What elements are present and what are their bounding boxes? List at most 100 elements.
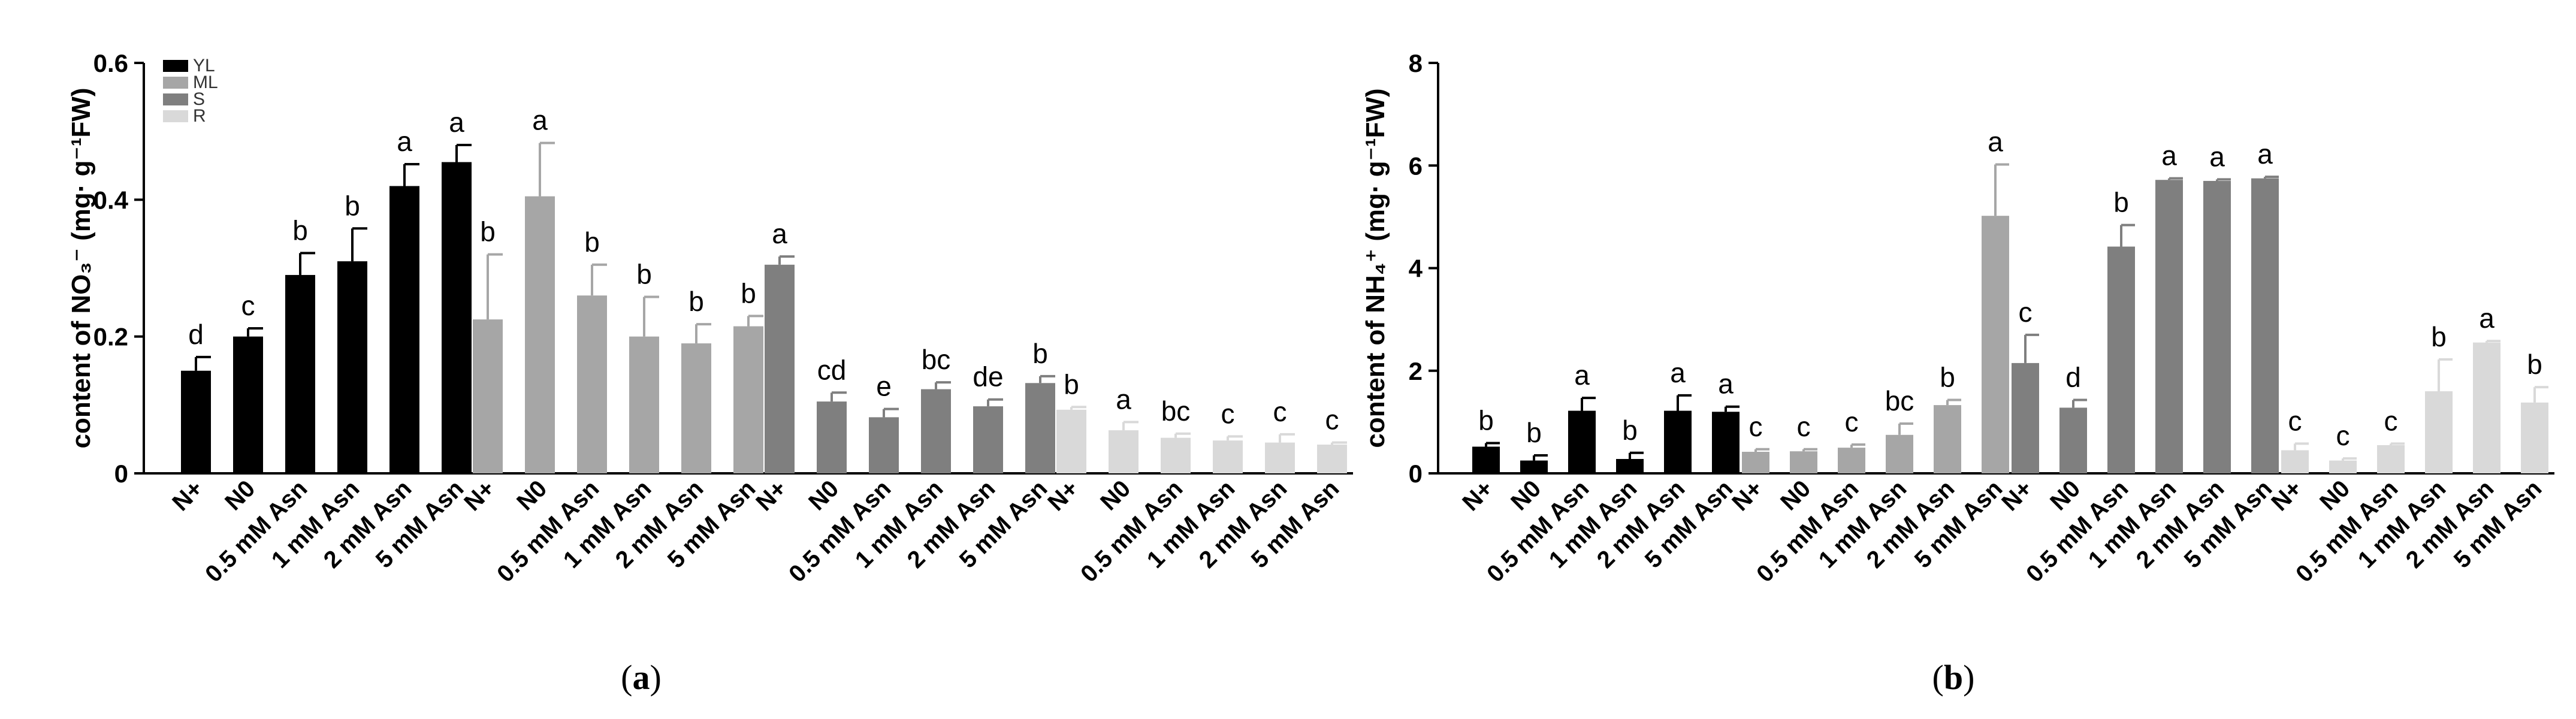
significance-letter: a — [2161, 140, 2177, 171]
y-tick-label: 2 — [1409, 357, 1423, 385]
y-tick-label: 0 — [114, 460, 128, 488]
legend-swatch — [163, 93, 188, 105]
y-axis-label: content of NO₃⁻ (mg· g⁻¹FW) — [67, 88, 96, 449]
bar — [1520, 460, 1548, 473]
bar — [2059, 407, 2087, 473]
significance-letter: c — [1749, 411, 1763, 442]
significance-letter: b — [345, 190, 360, 221]
bar — [1472, 446, 1500, 473]
bar — [2329, 460, 2357, 473]
legend-swatch — [163, 77, 188, 89]
significance-letter: b — [2113, 187, 2129, 218]
category-label: N+ — [459, 475, 500, 516]
significance-letter: b — [480, 216, 496, 247]
significance-letter: a — [449, 107, 464, 138]
bar — [1934, 405, 1961, 473]
category-label: N+ — [167, 475, 208, 516]
significance-letter: c — [1797, 411, 1811, 442]
bar — [2377, 445, 2405, 473]
significance-letter: b — [1064, 368, 1079, 400]
bar — [2155, 180, 2183, 473]
category-label: N+ — [751, 475, 792, 516]
significance-letter: d — [2065, 362, 2081, 393]
bar — [442, 162, 472, 474]
significance-letter: c — [2336, 420, 2350, 451]
bar — [973, 406, 1003, 473]
significance-letter: bc — [1161, 395, 1191, 427]
bar — [1568, 410, 1596, 473]
significance-letter: d — [188, 319, 204, 350]
significance-letter: c — [1273, 396, 1287, 427]
bar — [2107, 246, 2135, 473]
significance-letter: a — [1988, 126, 2003, 158]
category-label: N0 — [1095, 475, 1136, 515]
bar — [337, 261, 367, 473]
significance-letter: e — [876, 371, 892, 402]
bar — [2203, 180, 2231, 473]
category-label: N0 — [220, 475, 260, 515]
significance-letter: c — [1221, 398, 1235, 429]
category-label: N0 — [512, 475, 552, 515]
significance-letter: b — [584, 226, 600, 258]
bar — [1056, 409, 1086, 473]
category-label: N+ — [2266, 475, 2307, 516]
legend-label: YL — [193, 56, 215, 75]
significance-letter: b — [1622, 415, 1638, 446]
bar — [1265, 442, 1295, 473]
significance-letter: a — [1718, 368, 1734, 400]
significance-letter: a — [1670, 357, 1686, 388]
category-label: N0 — [2045, 475, 2085, 515]
y-tick-label: 0 — [1409, 460, 1423, 488]
significance-letter: c — [1325, 404, 1339, 436]
chart-panel-a: 0 0.2 0.4 0.6 content of NO₃⁻ (mg· g⁻¹FW) d N+… — [67, 49, 1353, 697]
bar — [1886, 434, 1913, 473]
bar — [473, 319, 503, 473]
bar — [525, 196, 555, 473]
significance-letter: a — [772, 218, 787, 249]
significance-letter: c — [2019, 297, 2033, 328]
bar — [285, 274, 315, 473]
significance-letter: cd — [817, 354, 847, 385]
bar — [1025, 383, 1055, 473]
panel-label: (a) — [621, 658, 662, 697]
bar — [817, 401, 847, 473]
bar — [1712, 412, 1740, 473]
bar — [921, 389, 951, 473]
y-tick-label: 6 — [1409, 152, 1423, 180]
bar — [1838, 448, 1865, 473]
bar — [765, 264, 795, 473]
bar — [1616, 459, 1644, 473]
bar — [2012, 362, 2039, 473]
bar — [2521, 402, 2548, 473]
legend-swatch — [163, 110, 188, 122]
bar — [577, 295, 607, 473]
bar — [233, 336, 263, 473]
panel-label: (b) — [1932, 658, 1975, 697]
bar — [1317, 445, 1347, 473]
category-label: N0 — [1506, 475, 1546, 515]
bar — [1742, 452, 1769, 473]
bar — [869, 417, 899, 473]
significance-letter: b — [1940, 362, 1955, 393]
significance-letter: b — [741, 277, 756, 309]
category-label: N0 — [2315, 475, 2355, 515]
bar — [1213, 440, 1243, 473]
significance-letter: b — [1526, 417, 1542, 448]
significance-letter: de — [973, 361, 1003, 392]
category-label: N+ — [1727, 475, 1768, 516]
y-tick-label: 0.4 — [93, 186, 129, 214]
significance-letter: bc — [922, 344, 951, 375]
bar — [181, 370, 211, 473]
category-label: N+ — [1043, 475, 1083, 516]
significance-letter: a — [2479, 303, 2495, 334]
category-label: N0 — [804, 475, 844, 515]
bar — [1161, 437, 1191, 473]
